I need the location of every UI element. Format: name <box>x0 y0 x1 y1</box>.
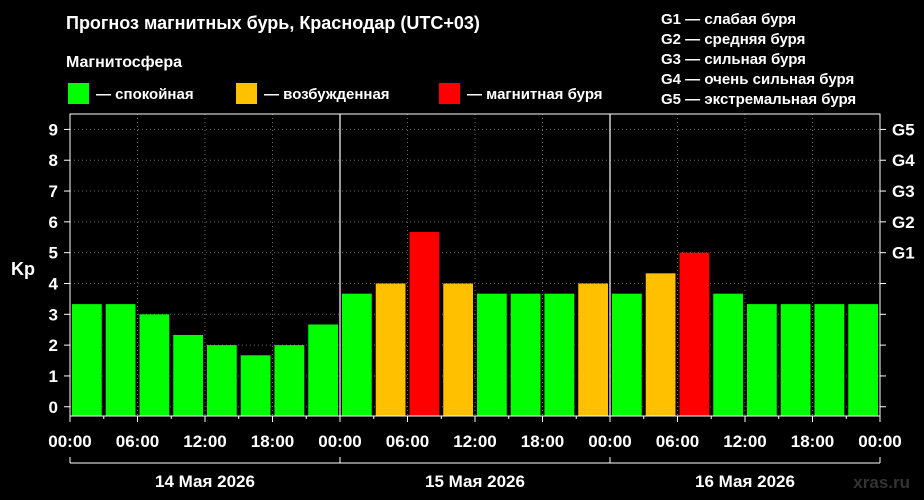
kp-bars <box>72 232 878 416</box>
day-label-0: 14 Мая 2026 <box>155 472 255 491</box>
time-tick-label-3: 18:00 <box>251 432 294 451</box>
kp-bar-9 <box>375 283 406 416</box>
kp-tick-label-5: 5 <box>49 244 58 263</box>
kp-tick-label-3: 3 <box>49 305 58 324</box>
time-tick-label-8: 00:00 <box>588 432 631 451</box>
time-tick-label-0: 00:00 <box>48 432 91 451</box>
kp-bar-1 <box>105 304 136 416</box>
time-tick-label-11: 18:00 <box>791 432 834 451</box>
kp-tick-label-1: 1 <box>49 367 58 386</box>
y-axis-label: Kp <box>11 259 35 279</box>
g-tick-label-g1: G1 <box>892 244 915 263</box>
time-tick-label-7: 18:00 <box>521 432 564 451</box>
kp-bar-15 <box>578 283 608 416</box>
day-label-2: 16 Мая 2026 <box>695 472 795 491</box>
kp-bar-0 <box>72 304 102 416</box>
kp-bar-23 <box>848 304 878 416</box>
kp-bar-20 <box>747 304 777 416</box>
kp-bar-3 <box>173 334 203 416</box>
kp-tick-labels: 0 1 2 3 4 5 6 7 8 9 <box>49 120 59 416</box>
kp-tick-label-8: 8 <box>49 151 58 170</box>
legend-swatch-quiet <box>68 83 89 104</box>
time-tick-labels: 00:00 06:00 12:00 18:00 00:00 06:00 12:00 18:00… <box>48 432 901 451</box>
g-tick-label-g2: G2 <box>892 213 915 232</box>
watermark: xras.ru <box>853 473 910 492</box>
legend-label-unsettled: — возбужденная <box>264 86 390 103</box>
kp-bar-10 <box>409 232 440 416</box>
g-tick-label-g5: G5 <box>892 120 915 139</box>
g-tick-label-g4: G4 <box>892 151 915 170</box>
legend-swatch-unsettled <box>236 83 257 104</box>
kp-bar-2 <box>139 314 170 416</box>
kp-tick-label-4: 4 <box>49 274 59 293</box>
time-tick-label-5: 06:00 <box>386 432 429 451</box>
time-tick-label-12: 00:00 <box>858 432 901 451</box>
time-tick-label-4: 00:00 <box>318 432 361 451</box>
kp-bar-12 <box>477 293 507 416</box>
day-label-1: 15 Мая 2026 <box>425 472 525 491</box>
g-legend-g5: G5 — экстремальная буря <box>661 91 856 108</box>
status-legend: — спокойная — возбужденная — магнитная б… <box>68 83 603 104</box>
kp-bar-19 <box>713 293 743 416</box>
kp-bar-6 <box>274 345 305 416</box>
kp-bar-18 <box>679 252 710 416</box>
grid-lines <box>70 114 880 416</box>
kp-bar-8 <box>342 293 372 416</box>
g-legend-g2: G2 — средняя буря <box>661 31 805 48</box>
kp-bar-14 <box>544 293 575 416</box>
g-legend-g1: G1 — слабая буря <box>661 11 796 28</box>
chart-title: Прогноз магнитных бурь, Краснодар (UTC+0… <box>66 13 480 33</box>
legend-label-storm: — магнитная буря <box>467 86 603 103</box>
kp-bar-21 <box>780 304 811 416</box>
g-tick-labels: G1 G2 G3 G4 G5 <box>892 120 915 262</box>
g-scale-legend: G1 — слабая буря G2 — средняя буря G3 — … <box>661 11 856 108</box>
time-tick-label-6: 12:00 <box>453 432 496 451</box>
kp-tick-label-0: 0 <box>49 398 58 417</box>
kp-tick-label-2: 2 <box>49 336 58 355</box>
legend-title: Магнитосфера <box>66 54 182 71</box>
kp-bar-22 <box>814 304 845 416</box>
kp-bar-13 <box>510 293 541 416</box>
time-tick-label-9: 06:00 <box>656 432 699 451</box>
kp-bar-17 <box>645 273 676 416</box>
kp-tick-label-9: 9 <box>49 120 58 139</box>
time-tick-label-2: 12:00 <box>183 432 226 451</box>
kp-bar-11 <box>443 283 473 416</box>
legend-swatch-storm <box>439 83 460 104</box>
time-tick-label-1: 06:00 <box>116 432 159 451</box>
kp-tick-label-6: 6 <box>49 213 58 232</box>
time-tick-label-10: 12:00 <box>723 432 766 451</box>
day-labels: 14 Мая 2026 15 Мая 2026 16 Мая 2026 <box>69 457 881 491</box>
kp-bar-4 <box>207 345 237 416</box>
g-legend-g3: G3 — сильная буря <box>661 51 806 68</box>
kp-tick-label-7: 7 <box>49 182 58 201</box>
kp-bar-16 <box>612 293 642 416</box>
legend-label-quiet: — спокойная <box>96 86 194 103</box>
g-tick-label-g3: G3 <box>892 182 915 201</box>
g-legend-g4: G4 — очень сильная буря <box>661 71 854 88</box>
kp-bar-7 <box>308 324 338 416</box>
kp-bar-5 <box>240 355 271 416</box>
plot-frame <box>64 113 886 422</box>
